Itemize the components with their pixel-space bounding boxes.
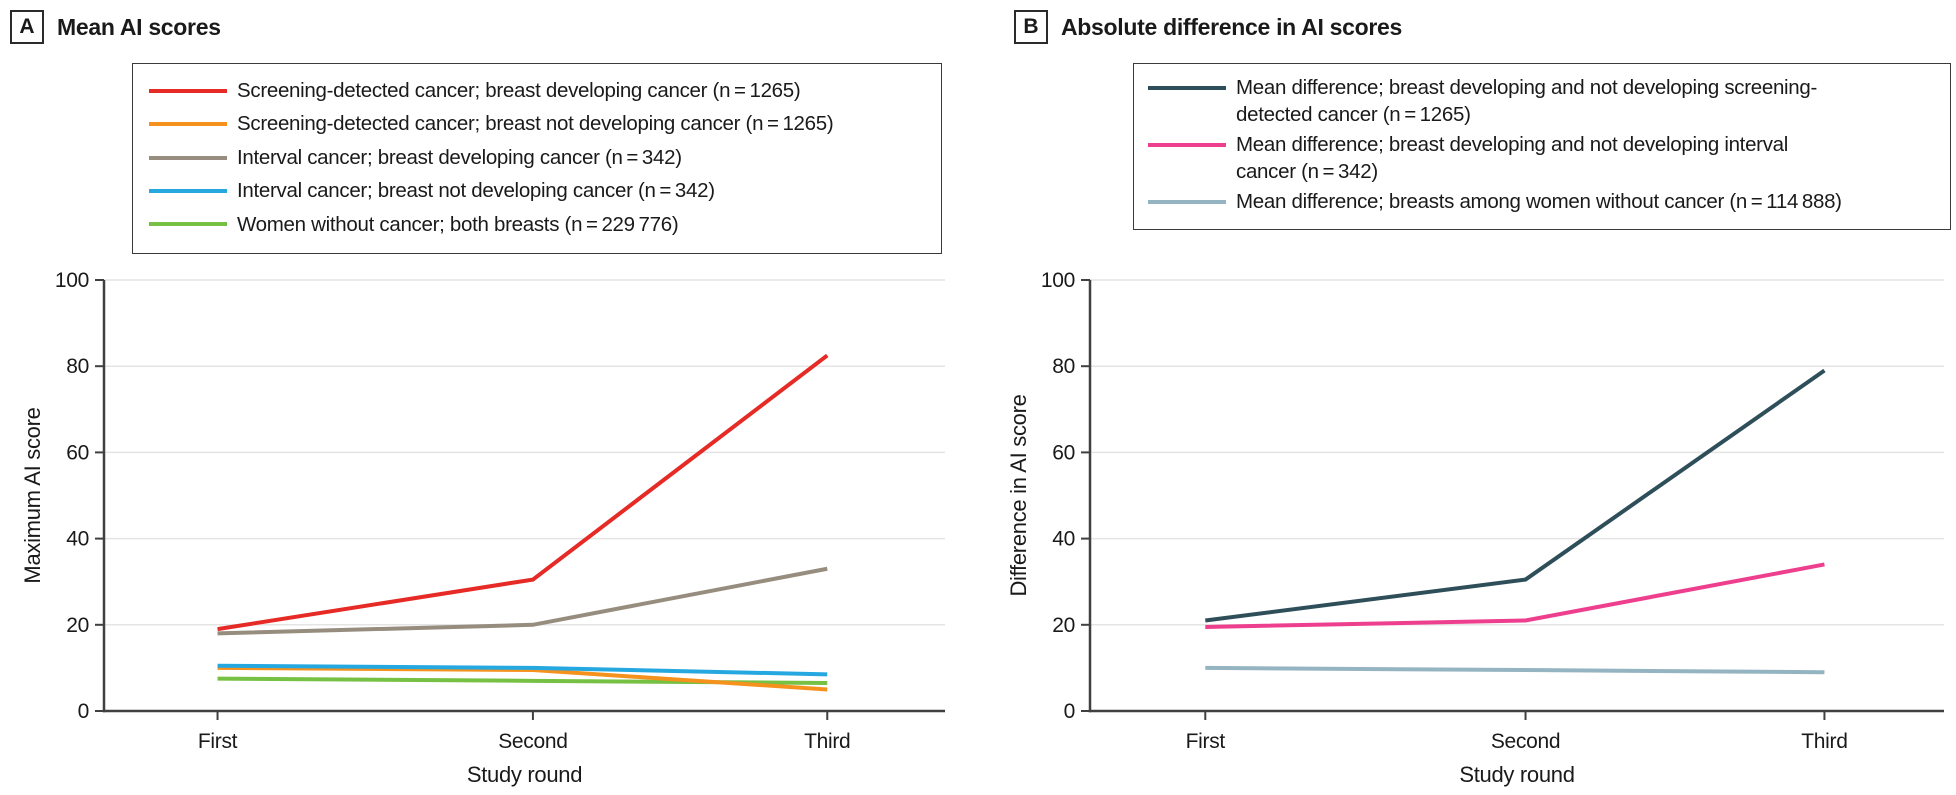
legend-label: Mean difference; breast developing and n… (1236, 76, 1818, 126)
y-tick-label: 0 (1064, 700, 1075, 723)
panel-a-letter: A (10, 10, 44, 44)
legend-line-swatch-icon (149, 222, 227, 227)
legend-item: Mean difference; breast developing and n… (1148, 74, 1936, 128)
y-tick-label: 80 (66, 355, 89, 378)
x-axis-title: Study round (467, 762, 582, 787)
y-tick-label: 100 (1041, 269, 1075, 292)
chart-a: 0 20 40 60 80 100 First Second Third Study round M… (20, 269, 945, 787)
legend-line-swatch-icon (149, 155, 227, 160)
y-tick-label: 60 (1052, 441, 1075, 464)
series-line (217, 353, 829, 632)
legend-label: Screening-detected cancer; breast not de… (237, 112, 834, 136)
y-tick-label: 80 (1052, 355, 1075, 378)
legend-item: Mean difference; breast developing and n… (1148, 131, 1936, 185)
series-line (1205, 665, 1825, 675)
y-tick-label: 100 (55, 269, 89, 292)
y-tick-label: 20 (66, 614, 89, 637)
x-tick-label: Third (1801, 730, 1847, 753)
legend-item: Interval cancer; breast developing cance… (149, 141, 927, 174)
legend-item: Interval cancer; breast not developing c… (149, 174, 927, 207)
panel-b-header: B Absolute difference in AI scores (1014, 10, 1402, 44)
series-line (217, 665, 828, 692)
legend-line-swatch-icon (149, 88, 227, 93)
legend-label: Interval cancer; breast not developing c… (237, 179, 715, 203)
series-line (1205, 368, 1826, 623)
legend-label: Mean difference; breast developing and n… (1236, 133, 1788, 183)
legend-line-swatch-icon (149, 122, 227, 127)
series-line (217, 566, 828, 636)
panel-b-letter: B (1014, 10, 1048, 44)
legend-line-swatch-icon (1148, 199, 1226, 204)
panel-a-header: A Mean AI scores (10, 10, 221, 44)
panel-a: 0 20 40 60 80 100 First Second Third Study round M… (10, 10, 945, 787)
y-tick-label: 20 (1052, 614, 1075, 637)
legend-line-swatch-icon (149, 188, 227, 193)
chart-b: 0 20 40 60 80 100 First Second Third Study round D… (1006, 269, 1944, 787)
legend-label: Women without cancer; both breasts (n = … (237, 212, 679, 236)
y-tick-label: 40 (1052, 528, 1075, 551)
legend-item: Mean difference; breasts among women wit… (1148, 188, 1936, 215)
y-axis-title: Maximum AI score (20, 407, 45, 583)
x-tick-label: Second (498, 730, 567, 753)
legend-label: Screening-detected cancer; breast develo… (237, 79, 801, 102)
x-tick-label: First (198, 730, 238, 753)
legend-line-swatch-icon (1148, 142, 1226, 147)
series-line (217, 663, 828, 677)
panel-b: 0 20 40 60 80 100 First Second Third Study round D… (978, 0, 1956, 795)
legend-item: Screening-detected cancer; breast not de… (149, 107, 927, 140)
legend-item: Women without cancer; both breasts (n = … (149, 208, 927, 241)
legend-item: Screening-detected cancer; breast develo… (149, 74, 927, 107)
series-line (1205, 562, 1825, 629)
panel-b-legend: Mean difference; breast developing and n… (1133, 63, 1951, 230)
legend-label: Mean difference; breasts among women wit… (1236, 190, 1842, 213)
panel-a-legend: Screening-detected cancer; breast develo… (132, 63, 942, 255)
panel-b-title: Absolute difference in AI scores (1061, 13, 1403, 40)
x-tick-label: First (1186, 730, 1226, 753)
x-tick-label: Second (1491, 730, 1560, 753)
x-axis-title: Study round (1459, 762, 1574, 787)
legend-label: Interval cancer; breast developing cance… (237, 145, 682, 169)
y-axis-title: Difference in AI score (1006, 394, 1031, 596)
panel-a-title: Mean AI scores (57, 13, 221, 40)
x-tick-label: Third (804, 730, 850, 753)
y-tick-label: 60 (66, 441, 89, 464)
y-tick-label: 0 (78, 700, 89, 723)
legend-line-swatch-icon (1148, 85, 1226, 90)
y-tick-label: 40 (66, 528, 89, 551)
